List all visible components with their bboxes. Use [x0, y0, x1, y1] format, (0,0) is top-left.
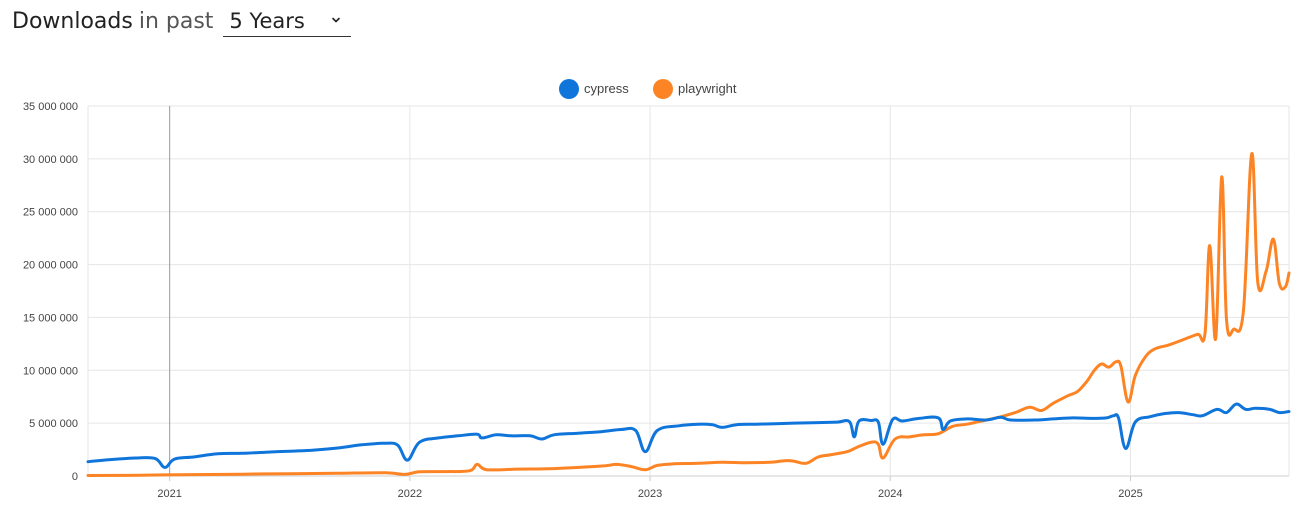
period-select-value: 5 Years: [229, 9, 305, 33]
in-past-label: in past: [138, 9, 214, 34]
y-tick-label: 25 000 000: [23, 207, 78, 219]
period-select[interactable]: 5 Years: [223, 6, 352, 37]
x-tick-label: 2021: [157, 488, 181, 500]
y-tick-label: 35 000 000: [23, 101, 78, 113]
x-tick-label: 2024: [878, 488, 902, 500]
y-axis: 0 5 000 000 10 000 000 15 000 000 20 000 000…: [23, 101, 78, 483]
legend-swatch: [653, 79, 673, 99]
legend-item-playwright[interactable]: playwright: [653, 79, 737, 99]
y-tick-label: 5 000 000: [29, 418, 78, 430]
downloads-header: Downloads in past 5 Years: [12, 6, 352, 40]
chevron-down-icon: [332, 17, 341, 23]
legend-label: cypress: [584, 81, 629, 96]
chart-series: [86, 152, 1291, 477]
downloads-title: Downloads: [12, 9, 133, 34]
y-tick-label: 15 000 000: [23, 312, 78, 324]
legend-label: playwright: [678, 81, 737, 96]
y-tick-label: 10 000 000: [23, 365, 78, 377]
x-tick-label: 2025: [1118, 488, 1142, 500]
legend-item-cypress[interactable]: cypress: [559, 79, 629, 99]
y-tick-label: 0: [72, 471, 78, 483]
chart-grid: [87, 105, 1290, 477]
chart-legend[interactable]: cypress playwright: [559, 79, 737, 99]
y-tick-label: 20 000 000: [23, 260, 78, 272]
y-tick-label: 30 000 000: [23, 154, 78, 166]
series-line-playwright: [86, 152, 1291, 477]
x-tick-label: 2022: [398, 488, 422, 500]
legend-swatch: [559, 79, 579, 99]
x-axis: 2021 2022 2023 2024 2025: [157, 476, 1143, 500]
series-line-cypress: [86, 402, 1291, 469]
x-tick-label: 2023: [638, 488, 662, 500]
